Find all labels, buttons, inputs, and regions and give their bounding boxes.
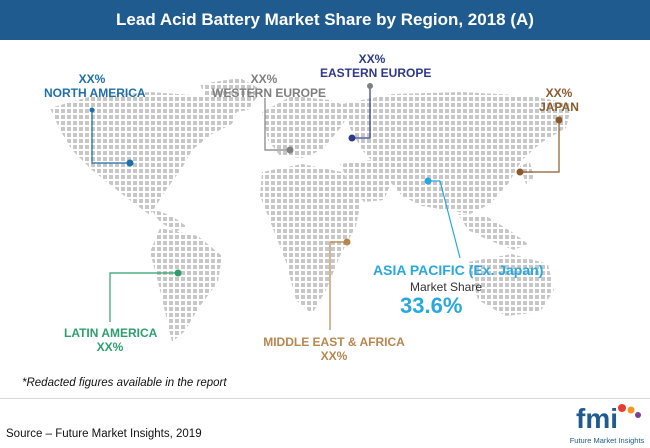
- fmi-logo-mark: fmi: [576, 403, 618, 434]
- north-america-value: XX%: [78, 72, 106, 86]
- japan-anchor: [555, 116, 563, 124]
- footer-divider: [0, 398, 650, 399]
- eastern-europe-anchor: [367, 83, 373, 89]
- asia-pacific-value: 33.6%: [400, 293, 463, 318]
- latin-america-value: XX%: [96, 340, 124, 354]
- logo-dot-red: [618, 404, 626, 412]
- label-middle-east-africa: MIDDLE EAST & AFRICA XX%: [262, 335, 406, 363]
- leader-lines: [91, 86, 560, 330]
- label-latin-america: LATIN AMERICA XX%: [64, 326, 158, 354]
- source-text: Source – Future Market Insights, 2019: [6, 428, 202, 440]
- north-america-marker: [126, 159, 134, 167]
- asia-pacific-name: ASIA PACIFIC (Ex. Japan): [373, 262, 544, 278]
- western-europe-name: WESTERN EUROPE: [212, 86, 327, 100]
- label-western-europe: XX% WESTERN EUROPE: [212, 72, 327, 100]
- latin-america-name: LATIN AMERICA: [64, 326, 158, 340]
- asia-pacific-value-label: Market Share: [410, 280, 483, 294]
- logo-dot-orange: [627, 406, 635, 414]
- greenland-shape: [200, 78, 262, 114]
- japan-value: XX%: [545, 86, 573, 100]
- label-eastern-europe: XX% EASTERN EUROPE: [320, 52, 432, 80]
- label-north-america: XX% NORTH AMERICA: [44, 72, 146, 100]
- north-america-leader: [91, 110, 130, 164]
- japan-name: JAPAN: [539, 100, 579, 114]
- central-america-shape: [150, 208, 186, 232]
- japan-shape: [520, 162, 534, 184]
- north-america-name: NORTH AMERICA: [44, 86, 146, 100]
- fmi-logo: fmi: [576, 403, 641, 434]
- eastern-europe-marker: [348, 134, 356, 142]
- label-japan: XX% JAPAN: [532, 86, 586, 114]
- south-america-shape: [150, 228, 222, 342]
- middle-east-africa-leader: [329, 241, 347, 330]
- middle-east-shape: [340, 160, 392, 202]
- latin-america-marker: [174, 269, 182, 277]
- chart-title: Lead Acid Battery Market Share by Region…: [0, 0, 650, 40]
- middle-east-africa-value: XX%: [320, 349, 348, 363]
- japan-marker: [516, 168, 524, 176]
- middle-east-africa-name: MIDDLE EAST & AFRICA: [263, 335, 405, 349]
- asia-pacific-leader: [428, 180, 461, 259]
- continents: [50, 78, 572, 342]
- western-europe-value: XX%: [250, 72, 278, 86]
- north-america-shape: [50, 92, 240, 215]
- asia-pacific-marker: [424, 177, 432, 185]
- western-europe-marker: [286, 146, 294, 154]
- region-markers: [89, 83, 563, 277]
- latin-america-leader: [109, 272, 178, 322]
- africa-shape: [260, 164, 362, 314]
- north-america-anchor: [89, 107, 95, 113]
- southeast-asia-shape: [458, 214, 528, 250]
- eastern-europe-name: EASTERN EUROPE: [320, 66, 432, 80]
- logo-tagline: Future Market Insights: [569, 436, 645, 445]
- middle-east-africa-marker: [343, 238, 351, 246]
- eastern-europe-value: XX%: [358, 52, 386, 66]
- asia-shape: [342, 92, 572, 214]
- japan-leader: [520, 120, 560, 173]
- australia-shape: [468, 254, 554, 316]
- eastern-europe-leader: [352, 86, 371, 139]
- western-europe-leader: [264, 98, 290, 151]
- europe-shape: [262, 96, 352, 158]
- redacted-note: *Redacted figures available in the repor…: [22, 377, 227, 389]
- logo-dot-purple: [635, 412, 641, 418]
